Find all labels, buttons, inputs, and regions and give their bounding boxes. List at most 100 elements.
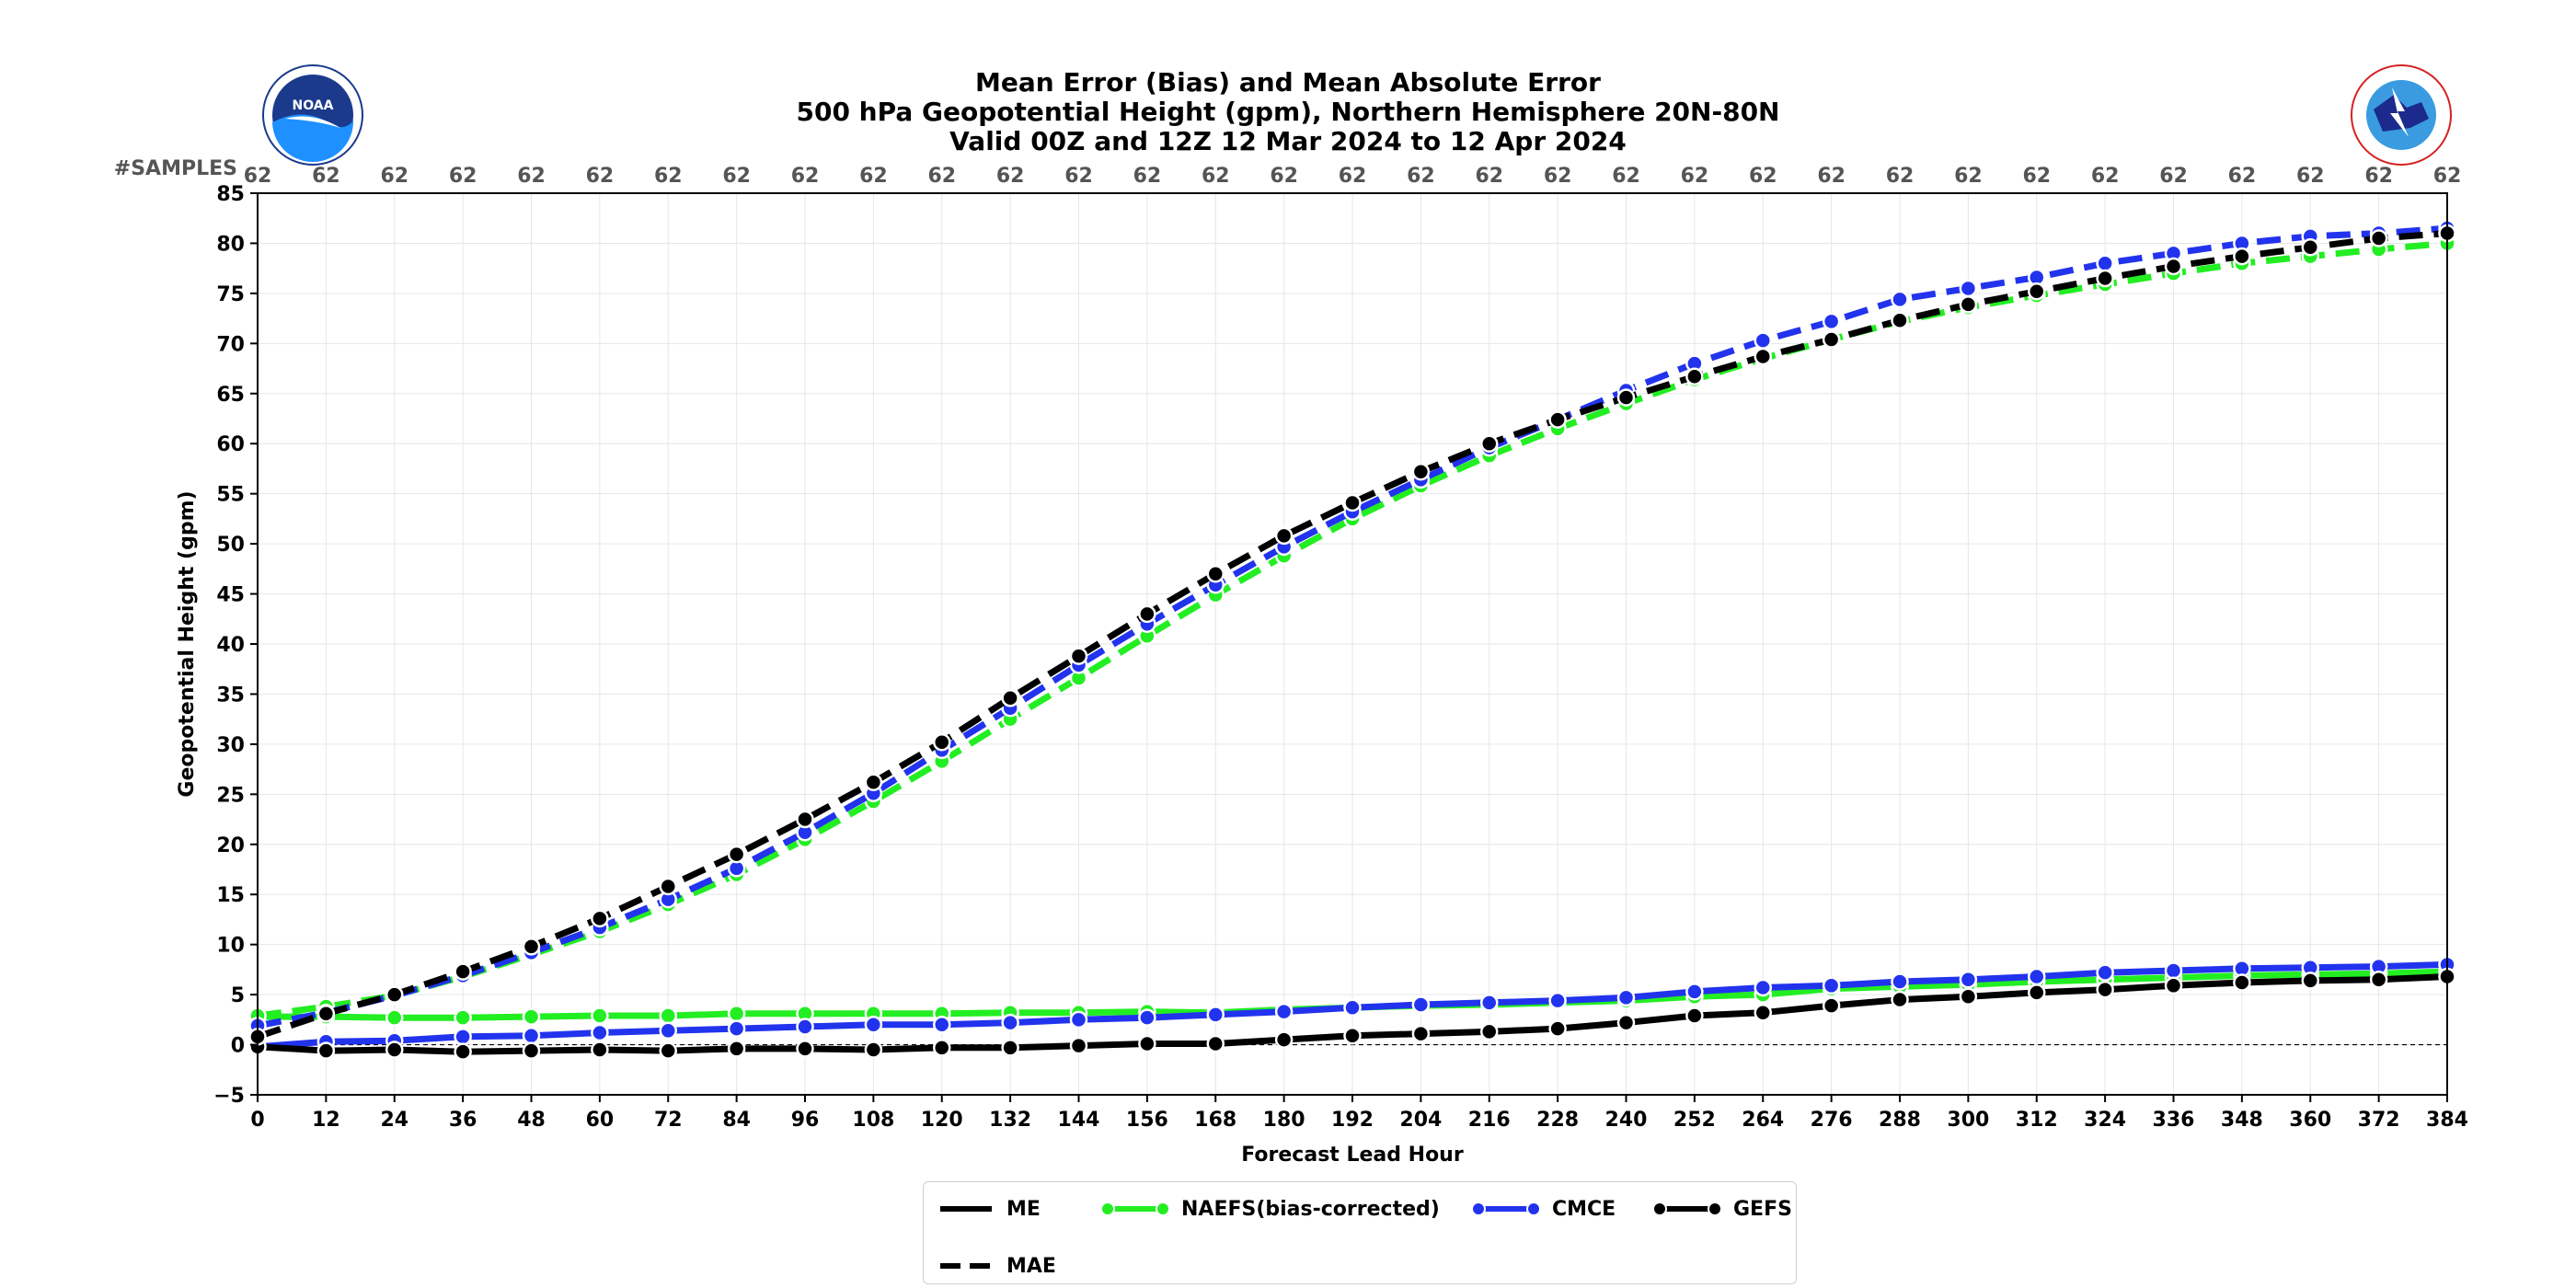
x-tick-label: 108	[852, 1109, 894, 1132]
legend: ME MAE NAEFS(bias-corrected) CMCE GEFS	[923, 1181, 1797, 1284]
x-axis-ticks: 0 12 24 36 48 60 72 84 96 108 120 132 144 156 168 180 19…	[250, 1095, 2468, 1132]
data-point	[796, 1040, 814, 1058]
data-point	[1274, 1002, 1294, 1021]
data-point	[796, 1018, 814, 1036]
data-point	[1548, 1019, 1567, 1038]
x-tick-label: 204	[1399, 1109, 1442, 1132]
sample-count: 62	[380, 165, 408, 188]
data-point	[522, 937, 541, 956]
y-tick-label: −5	[213, 1085, 245, 1108]
data-point	[1001, 1013, 1019, 1032]
data-point	[2164, 976, 2183, 995]
data-point	[1206, 1006, 1225, 1024]
sample-count: 62	[1339, 165, 1367, 188]
gefs-swatch-icon	[1652, 1202, 1722, 1216]
data-point	[454, 1042, 472, 1061]
data-point	[933, 732, 951, 752]
data-point	[1822, 312, 1841, 331]
title-line-2: 500 hPa Geopotential Height (gpm), North…	[796, 97, 1780, 127]
x-tick-label: 324	[2084, 1109, 2126, 1132]
data-point	[2096, 254, 2114, 272]
data-point	[727, 845, 746, 864]
noaa-logo-text: NOAA	[293, 98, 334, 113]
naefs-swatch-icon	[1100, 1202, 1170, 1216]
data-point	[1685, 983, 1704, 1001]
data-point	[659, 1006, 677, 1025]
x-tick-label: 120	[921, 1109, 963, 1132]
data-point	[933, 1039, 951, 1057]
x-tick-label: 144	[1058, 1109, 1100, 1132]
data-point	[1959, 279, 1978, 298]
x-tick-label: 312	[2016, 1109, 2058, 1132]
data-point	[1480, 1022, 1499, 1041]
data-point	[1548, 410, 1567, 429]
x-tick-label: 48	[517, 1109, 546, 1132]
sample-count: 62	[1612, 165, 1640, 188]
x-tick-label: 240	[1605, 1109, 1648, 1132]
data-point	[2028, 967, 2046, 986]
x-tick-label: 12	[312, 1109, 340, 1132]
sample-count: 62	[1544, 165, 1572, 188]
dashed-line-swatch-icon	[940, 1263, 992, 1269]
data-point	[1343, 493, 1362, 512]
x-tick-label: 216	[1468, 1109, 1511, 1132]
data-point	[1411, 995, 1431, 1014]
y-tick-label: 20	[216, 834, 245, 857]
y-tick-label: 40	[216, 634, 245, 657]
x-tick-label: 360	[2289, 1109, 2331, 1132]
sample-count: 62	[1886, 165, 1915, 188]
solid-line-swatch-icon	[940, 1206, 992, 1212]
data-point	[591, 909, 609, 928]
data-point	[1754, 347, 1772, 366]
x-tick-label: 0	[250, 1109, 264, 1132]
data-point	[1274, 526, 1294, 546]
samples-row: 62 62 62 62 62 62 62 62 62 62 62 62 62 62 62 62 62 62 62 62…	[244, 165, 2462, 188]
y-axis-ticks: −5 0 5 10 15 20 25 30 35 40 45 50 55 60 65 70 75 80 85	[213, 183, 258, 1108]
legend-label-cmce: CMCE	[1552, 1197, 1616, 1221]
x-tick-label: 84	[722, 1109, 751, 1132]
data-point	[1206, 1034, 1225, 1053]
y-tick-label: 30	[216, 734, 245, 757]
data-point	[659, 877, 677, 896]
y-tick-label: 55	[216, 484, 245, 507]
data-point	[2369, 971, 2388, 989]
y-tick-label: 45	[216, 584, 245, 607]
data-point	[2233, 973, 2251, 992]
title-line-3: Valid 00Z and 12Z 12 Mar 2024 to 12 Apr …	[949, 126, 1627, 156]
data-point	[1685, 1006, 1704, 1025]
data-point	[1616, 1013, 1636, 1032]
sample-count: 62	[244, 165, 272, 188]
legend-item-naefs: NAEFS(bias-corrected)	[1100, 1195, 1440, 1223]
data-point	[864, 1041, 883, 1059]
y-tick-label: 75	[216, 283, 245, 306]
y-tick-label: 50	[216, 534, 245, 557]
data-point	[727, 1040, 746, 1058]
cmce-swatch-icon	[1471, 1202, 1541, 1216]
data-point	[864, 1016, 883, 1034]
x-tick-label: 156	[1126, 1109, 1168, 1132]
series-line	[256, 230, 2448, 1041]
sample-count: 62	[2022, 165, 2051, 188]
x-tick-label: 252	[1673, 1109, 1716, 1132]
data-point	[796, 810, 814, 829]
data-point	[316, 1041, 336, 1060]
x-tick-label: 228	[1536, 1109, 1579, 1132]
data-point	[1822, 996, 1841, 1015]
data-point	[454, 962, 472, 981]
samples-label: #SAMPLES	[114, 157, 237, 180]
data-point	[2096, 980, 2114, 999]
data-point	[1959, 987, 1978, 1006]
grid	[257, 192, 2448, 1096]
data-point	[1480, 434, 1499, 453]
data-point	[1822, 976, 1841, 995]
x-tick-label: 372	[2358, 1109, 2400, 1132]
data-point	[2096, 269, 2114, 288]
data-point	[1754, 978, 1772, 997]
y-tick-label: 80	[216, 233, 245, 256]
data-point	[522, 1007, 541, 1026]
sample-count: 62	[1133, 165, 1162, 188]
x-tick-label: 192	[1331, 1109, 1374, 1132]
data-point	[2028, 282, 2046, 301]
series-layer	[248, 219, 2456, 1061]
